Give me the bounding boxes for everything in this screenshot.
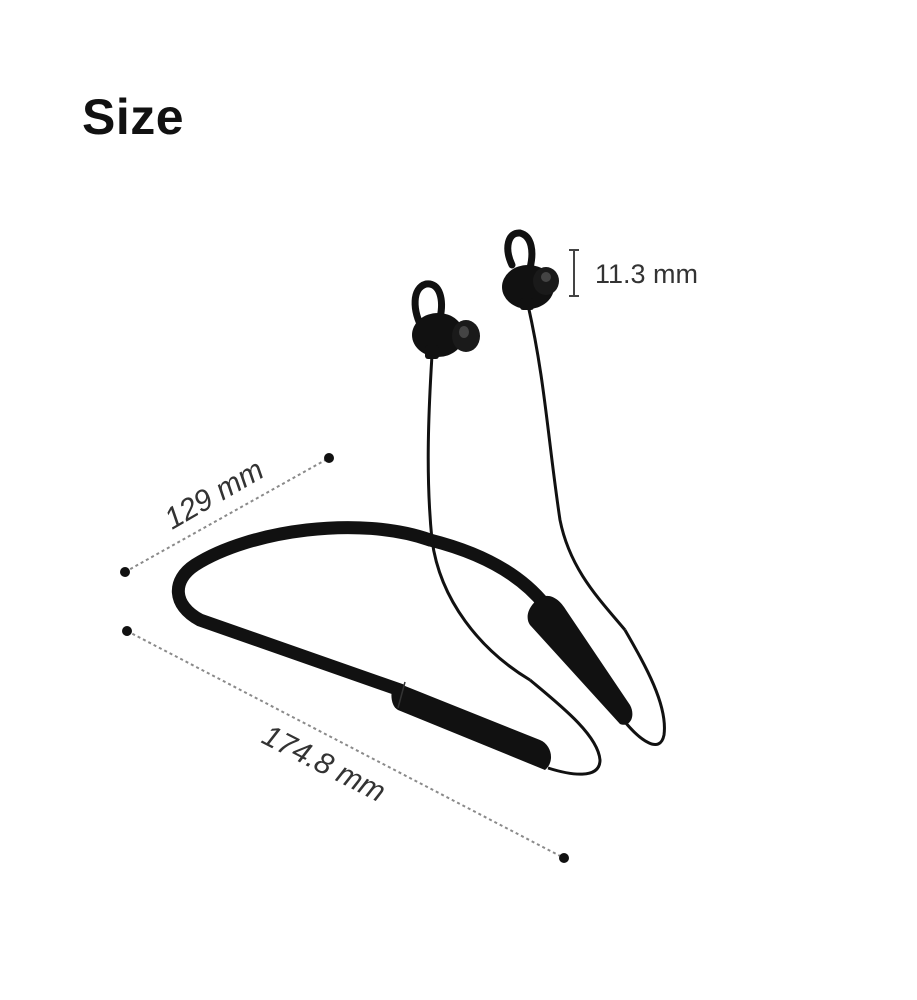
left-earbud-stem: [425, 345, 439, 359]
page-title: Size: [82, 89, 185, 145]
earbud-cables: [426, 304, 627, 682]
right-earbud-wing-icon: [504, 229, 536, 272]
right-earbud-highlight: [541, 272, 551, 282]
right-earbud: [502, 229, 559, 310]
neckband-left-pod: [391, 683, 552, 770]
width-dimension-endpoint-right: [324, 453, 334, 463]
width-dimension-line: [124, 457, 330, 573]
earbud-height-dimension: 11.3 mm: [569, 249, 698, 297]
left-earbud-highlight: [459, 326, 469, 338]
length-dimension-endpoint-left: [122, 626, 132, 636]
earbud-height-label: 11.3 mm: [595, 259, 698, 289]
length-dimension-label: 174.8 mm: [257, 719, 391, 809]
neckband-right-arm: [423, 533, 552, 612]
left-pod-tail-cable: [529, 678, 602, 776]
right-earbud-cable: [526, 304, 627, 631]
left-earbud-wing-icon: [411, 280, 445, 334]
right-pod-tail-cable: [623, 629, 666, 746]
width-dimension: 129 mm: [120, 453, 334, 577]
right-earbud-stem: [520, 298, 534, 310]
neckband-right-pod: [527, 595, 633, 725]
left-earbud: [411, 280, 480, 359]
length-dimension-endpoint-right: [559, 853, 569, 863]
width-dimension-label: 129 mm: [159, 453, 269, 536]
neckband-left-pod-seam: [397, 681, 406, 709]
length-dimension-line: [126, 630, 565, 859]
neckband: [171, 521, 666, 776]
left-earbud-body: [412, 313, 464, 357]
left-earbud-cable: [426, 354, 531, 682]
width-dimension-endpoint-left: [120, 567, 130, 577]
neckband-band: [171, 521, 437, 697]
